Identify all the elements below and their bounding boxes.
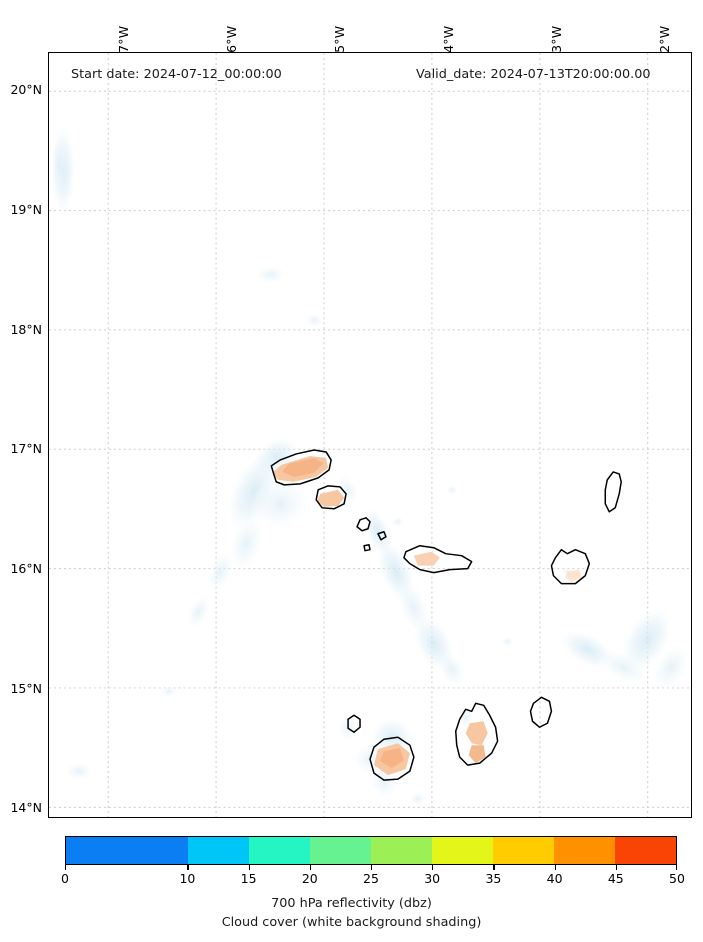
colorbar-tick-label: 45 [607,871,624,886]
colorbar-tick-label: 30 [424,871,441,886]
colorbar-tick-label: 40 [546,871,563,886]
latitude-tick-label: 15°N [10,680,42,696]
latitude-tick-label: 17°N [10,441,42,457]
colorbar-tick [371,865,373,870]
cloud-cover-caption: Cloud cover (white background shading) [221,915,482,930]
colorbar-gradient[interactable] [65,836,677,865]
latitude-tick-label: 19°N [10,201,42,217]
colorbar-segment [188,837,249,864]
colorbar-tick-label: 10 [179,871,196,886]
colorbar-tick [493,865,495,870]
colorbar-segment [66,837,188,864]
map-canvas [49,53,691,817]
reflectivity-contours [272,455,582,776]
colorbar-segment [371,837,432,864]
latitude-tick-label: 18°N [10,321,42,337]
colorbar-ticks: 0 10 15 20 25 30 35 40 45 50 [61,865,685,887]
latitude-tick-label: 16°N [10,561,42,577]
colorbar-tick [309,865,312,870]
valid-date-annotation: Valid_date: 2024-07-13T20:00:00.00 [416,67,651,82]
island-coastlines [270,449,622,781]
latitude-tick-label: 14°N [10,800,42,816]
colorbar-tick [554,865,556,870]
colorbar-segment [249,837,310,864]
colorbar-tick [65,865,67,870]
colorbar-segment [554,837,615,864]
colorbar-tick-label: 20 [301,871,318,886]
colorbar-tick-label: 35 [485,871,502,886]
colorbar-label: 700 hPa reflectivity (dbz) [271,896,432,911]
start-date-annotation: Start date: 2024-07-12_00:00:00 [71,67,282,82]
colorbar-segment [615,837,676,864]
colorbar-tick-label: 50 [669,871,685,886]
colorbar-tick [675,865,677,870]
colorbar-tick [615,865,618,870]
colorbar-tick [248,865,250,870]
colorbar-tick-label: 15 [240,871,257,886]
colorbar-segment [493,837,554,864]
colorbar-tick-label: 25 [363,871,379,886]
colorbar-tick-label: 0 [61,871,69,886]
colorbar-tick [187,865,189,870]
cloud-cover-shading [49,124,691,807]
latitude-tick-label: 20°N [10,82,42,98]
map-plot-area[interactable]: Start date: 2024-07-12_00:00:00 Valid_da… [48,52,692,818]
colorbar-segment [432,837,493,864]
colorbar-segment [310,837,371,864]
colorbar-tick [432,865,434,870]
colorbar[interactable]: 0 10 15 20 25 30 35 40 45 50 [61,836,685,886]
